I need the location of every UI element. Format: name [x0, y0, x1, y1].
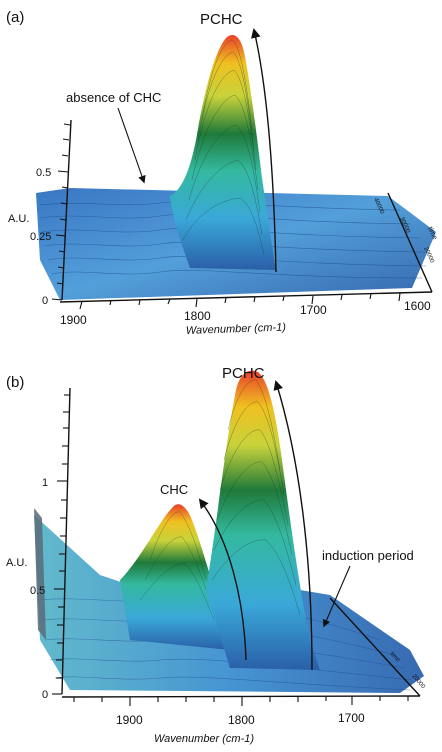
panel-b-arrow-pchc — [273, 380, 313, 671]
panel-a-ripples — [39, 201, 427, 279]
panel-a-time-axis — [387, 192, 433, 293]
panel-b-label: (b) — [6, 374, 24, 391]
panel-a-x-tick-1700: 1700 — [300, 303, 327, 317]
panel-b-x-tick-1800: 1800 — [228, 713, 255, 727]
panel-a-y-axis — [61, 119, 72, 301]
panel-a: (a) — [6, 9, 438, 337]
panel-b: (b) — [6, 365, 426, 745]
panel-b-x-label: Wavenumber (cm-1) — [154, 733, 254, 745]
pchc-surface — [206, 370, 320, 670]
panel-a-arrow-pchc — [251, 28, 277, 273]
panel-a-x-tick-1600: 1600 — [404, 299, 431, 313]
panel-b-x-tick-1900: 1900 — [116, 713, 143, 727]
panel-b-x-tick-1700: 1700 — [338, 711, 365, 725]
panel-b-arrow-chc — [198, 498, 247, 661]
panel-b-x-ticks — [73, 696, 409, 706]
panel-a-time-label: time — [426, 226, 438, 241]
panel-a-annotation-absence: absence of CHC — [66, 90, 161, 105]
panel-a-label: (a) — [6, 9, 24, 26]
panel-b-annotation-induction: induction period — [322, 548, 414, 563]
panel-a-y-label: A.U. — [8, 213, 29, 225]
panel-b-y-label: A.U. — [6, 557, 27, 569]
panel-a-y-tick-0.5: 0.5 — [36, 167, 51, 179]
panel-a-y-minor-ticks — [56, 123, 71, 285]
panel-b-y-ticks — [52, 394, 70, 695]
peak-surface — [170, 34, 276, 271]
panel-b-time-axis — [329, 597, 421, 697]
panel-a-x-ticks — [79, 292, 401, 310]
panel-b-pchc-peak — [206, 370, 320, 670]
panel-a-annotation-pchc: PCHC — [200, 11, 243, 28]
panel-a-y-major-ticks — [51, 170, 69, 301]
panel-b-annotation-chc: CHC — [160, 482, 188, 497]
panel-a-arrow-absence — [117, 107, 146, 184]
panel-b-y-tick-0: 0 — [42, 689, 48, 701]
panel-b-arrow-induction — [322, 565, 351, 628]
panel-b-left-wall — [34, 508, 46, 640]
panel-b-annotation-pchc: PCHC — [222, 365, 265, 382]
panel-a-x-tick-1900: 1900 — [60, 313, 87, 327]
panel-a-peak — [170, 34, 276, 271]
chc-surface — [120, 504, 230, 650]
panel-b-y-tick-1: 1 — [42, 477, 48, 489]
panel-a-axes — [51, 119, 433, 310]
panel-b-y-tick-0.5: 0.5 — [30, 585, 45, 597]
panel-a-y-tick-0.25: 0.25 — [30, 231, 51, 243]
panel-b-x-axis — [61, 695, 421, 698]
panel-a-x-tick-1800: 1800 — [184, 309, 211, 323]
panel-a-x-label: Wavenumber (cm-1) — [186, 322, 287, 337]
panel-b-y-axis — [61, 387, 71, 695]
panel-b-chc-peak — [120, 504, 230, 650]
panel-a-y-tick-0: 0 — [42, 295, 48, 307]
panel-b-axes — [52, 387, 421, 706]
panel-a-x-axis — [59, 291, 433, 303]
